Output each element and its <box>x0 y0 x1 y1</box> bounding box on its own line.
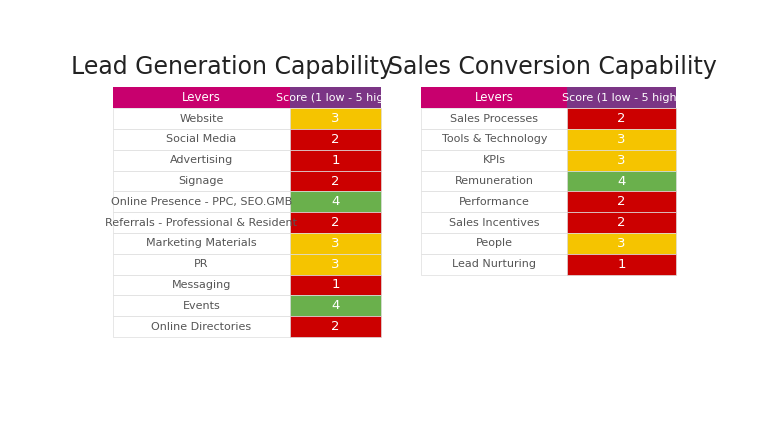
Bar <box>289 212 381 233</box>
Text: 2: 2 <box>617 112 626 125</box>
Bar <box>289 171 381 191</box>
Bar <box>113 108 289 129</box>
Text: 3: 3 <box>332 258 339 271</box>
Bar <box>567 191 675 212</box>
Text: 4: 4 <box>617 175 626 187</box>
Text: Sales Conversion Capability: Sales Conversion Capability <box>388 55 717 79</box>
Bar <box>289 295 381 316</box>
Text: 4: 4 <box>332 195 339 208</box>
Bar <box>113 233 289 254</box>
Text: Performance: Performance <box>459 197 530 207</box>
Bar <box>289 191 381 212</box>
Text: Lead Nurturing: Lead Nurturing <box>452 259 537 269</box>
Bar <box>289 275 381 295</box>
Bar <box>421 171 567 191</box>
Bar <box>567 129 675 150</box>
Text: Sales Processes: Sales Processes <box>450 114 538 124</box>
Bar <box>113 254 289 275</box>
Bar <box>421 129 567 150</box>
Text: Website: Website <box>179 114 224 124</box>
Bar <box>567 212 675 233</box>
Text: Signage: Signage <box>179 176 224 186</box>
Bar <box>289 108 381 129</box>
Bar <box>567 171 675 191</box>
Text: Referrals - Professional & Resident: Referrals - Professional & Resident <box>105 218 297 227</box>
Bar <box>421 150 567 171</box>
Text: Marketing Materials: Marketing Materials <box>146 238 257 248</box>
Text: People: People <box>476 238 512 248</box>
Bar <box>421 212 567 233</box>
Bar <box>567 108 675 129</box>
Bar <box>113 295 289 316</box>
Text: 2: 2 <box>617 195 626 208</box>
Text: 2: 2 <box>332 216 339 229</box>
Text: Messaging: Messaging <box>172 280 231 290</box>
Bar <box>289 88 381 108</box>
Bar <box>289 233 381 254</box>
Text: 4: 4 <box>332 299 339 312</box>
Text: Score (1 low - 5 high): Score (1 low - 5 high) <box>276 93 395 103</box>
Text: Social Media: Social Media <box>166 135 236 144</box>
Text: Lead Generation Capability: Lead Generation Capability <box>71 55 393 79</box>
Text: 3: 3 <box>617 133 626 146</box>
Text: KPIs: KPIs <box>483 155 505 165</box>
Text: PR: PR <box>194 259 208 269</box>
Text: 2: 2 <box>332 320 339 333</box>
Text: Remuneration: Remuneration <box>455 176 534 186</box>
Bar <box>421 108 567 129</box>
Bar <box>421 191 567 212</box>
Text: 3: 3 <box>332 237 339 250</box>
Bar <box>113 129 289 150</box>
Text: Score (1 low - 5 high): Score (1 low - 5 high) <box>562 93 681 103</box>
Text: 3: 3 <box>617 237 626 250</box>
Text: 2: 2 <box>332 175 339 187</box>
Bar <box>421 254 567 275</box>
Bar <box>567 88 675 108</box>
Text: Advertising: Advertising <box>170 155 233 165</box>
Text: 1: 1 <box>617 258 626 271</box>
Text: Online Directories: Online Directories <box>151 322 251 331</box>
Text: Tools & Technology: Tools & Technology <box>441 135 547 144</box>
Bar <box>113 88 289 108</box>
Bar <box>421 88 567 108</box>
Bar <box>113 275 289 295</box>
Text: 2: 2 <box>617 216 626 229</box>
Bar <box>113 150 289 171</box>
Text: 1: 1 <box>332 279 339 291</box>
Bar <box>567 233 675 254</box>
Text: 2: 2 <box>332 133 339 146</box>
Bar <box>567 150 675 171</box>
Text: 3: 3 <box>332 112 339 125</box>
Bar <box>289 150 381 171</box>
Bar <box>289 254 381 275</box>
Text: Sales Incentives: Sales Incentives <box>449 218 540 227</box>
Text: Online Presence - PPC, SEO.GMB: Online Presence - PPC, SEO.GMB <box>111 197 292 207</box>
Text: 1: 1 <box>332 154 339 167</box>
Bar <box>289 316 381 337</box>
Bar <box>113 212 289 233</box>
Bar <box>113 316 289 337</box>
Text: Levers: Levers <box>475 92 514 104</box>
Text: 3: 3 <box>617 154 626 167</box>
Bar <box>113 191 289 212</box>
Bar <box>289 129 381 150</box>
Text: Events: Events <box>183 301 220 311</box>
Bar <box>421 233 567 254</box>
Bar <box>567 254 675 275</box>
Text: Levers: Levers <box>182 92 221 104</box>
Bar <box>113 171 289 191</box>
